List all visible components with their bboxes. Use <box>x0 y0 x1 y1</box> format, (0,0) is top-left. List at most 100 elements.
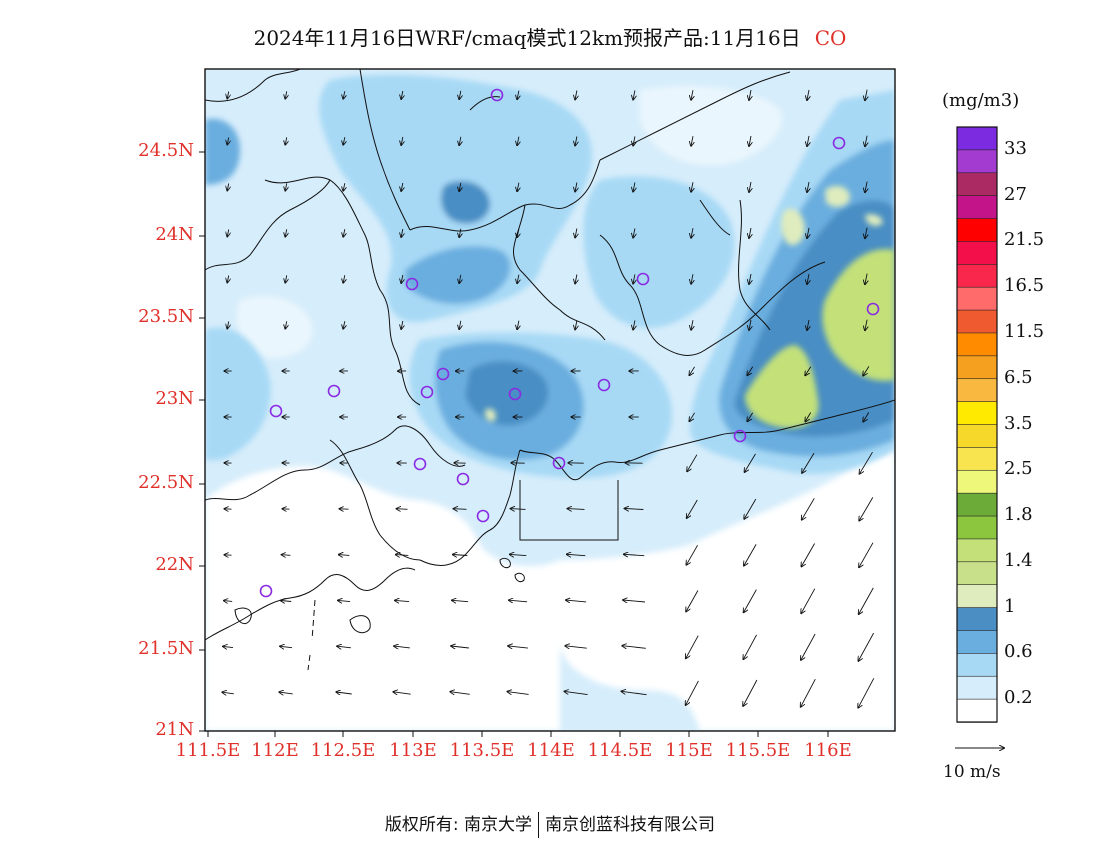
wind-vectors <box>222 89 875 708</box>
wind-arrow <box>285 321 286 328</box>
colorbar-swatch <box>956 355 998 380</box>
boundary-line <box>599 234 826 356</box>
longitude-label: 112E <box>251 740 299 761</box>
wind-arrow <box>517 182 519 192</box>
colorbar-swatch <box>956 195 998 220</box>
longitude-label: 114E <box>527 740 575 761</box>
colorbar-swatch <box>956 241 998 265</box>
wind-arrow <box>401 136 403 145</box>
wind-arrow <box>859 587 874 614</box>
station-marker <box>866 302 880 316</box>
wind-arrow <box>401 182 403 191</box>
wind-arrow <box>807 319 809 330</box>
wind-arrow <box>575 136 577 146</box>
boundary-line <box>205 69 301 102</box>
colorbar-swatch <box>956 492 998 517</box>
wind-arrow <box>859 542 874 568</box>
wind-arrow <box>686 635 699 659</box>
latitude-label: 24N <box>155 224 194 245</box>
wind-arrow <box>749 181 751 192</box>
wind-arrow <box>633 182 635 191</box>
colorbar-swatch <box>956 675 998 700</box>
boundary-line <box>205 179 331 271</box>
wind-arrow <box>865 319 867 331</box>
longitude-label: 113.5E <box>449 740 515 761</box>
wind-arrow <box>805 366 812 376</box>
wind-arrow <box>743 634 757 659</box>
wind-arrow <box>689 366 695 375</box>
wind-arrow <box>691 90 693 100</box>
wind-arrow <box>339 555 350 556</box>
latitude-label: 23.5N <box>138 306 194 327</box>
wind-arrow <box>396 555 409 556</box>
wind-arrow <box>575 320 577 330</box>
wind-arrow <box>749 227 751 238</box>
colorbar-swatch <box>956 378 998 403</box>
wind-arrow <box>622 646 646 649</box>
wind-arrow <box>224 601 233 602</box>
boundary-line <box>469 96 501 111</box>
boundary-line <box>359 69 411 231</box>
colorbar-tick-label: 1.4 <box>1004 549 1033 571</box>
monitoring-stations <box>259 88 880 598</box>
wind-arrow <box>865 135 867 147</box>
station-marker <box>436 367 450 381</box>
wind-arrow <box>749 319 751 330</box>
footer-separator <box>538 812 540 838</box>
boundary-line <box>419 449 521 566</box>
island-outline <box>234 607 252 625</box>
colorbar <box>956 126 998 723</box>
longitude-label: 114.5E <box>587 740 653 761</box>
wind-arrow <box>401 90 403 99</box>
station-marker <box>552 456 566 470</box>
colorbar-swatch <box>956 218 998 243</box>
wind-arrow <box>747 412 754 422</box>
low-concentration-areas <box>205 86 895 731</box>
colorbar-tick-label: 16.5 <box>1004 275 1045 297</box>
longitude-label: 113E <box>389 740 437 761</box>
wind-arrow <box>805 412 812 422</box>
wind-arrow <box>397 509 408 510</box>
station-marker <box>490 88 504 102</box>
wind-arrow <box>744 544 757 565</box>
wind-arrow <box>343 321 345 329</box>
longitude-label: 115.5E <box>725 740 791 761</box>
wind-arrow <box>865 181 867 193</box>
wind-arrow <box>459 136 461 145</box>
wind-arrow <box>801 633 816 660</box>
wind-arrow <box>285 275 286 282</box>
longitude-label: 111.5E <box>175 740 241 761</box>
wind-arrow <box>807 181 809 192</box>
colorbar-swatch <box>956 447 998 471</box>
wind-arrow <box>459 320 461 329</box>
station-marker <box>413 457 427 471</box>
wind-arrow <box>744 589 757 613</box>
station-marker <box>832 136 846 150</box>
wind-arrow <box>282 555 291 556</box>
station-marker <box>733 429 747 443</box>
wind-arrow <box>222 692 234 694</box>
wind-arrow <box>459 90 461 99</box>
wind-arrow <box>517 136 519 146</box>
wind-arrow <box>343 91 345 99</box>
latitude-label: 21.5N <box>138 638 194 659</box>
map-plot-area <box>205 69 895 731</box>
wind-arrow <box>343 229 345 237</box>
wind-arrow <box>511 509 526 510</box>
wind-arrow <box>859 497 874 520</box>
colorbar-swatch <box>956 401 998 426</box>
wind-arrow <box>568 509 585 510</box>
wind-arrow <box>807 135 809 146</box>
boundary-line <box>738 199 771 331</box>
colorbar-swatch <box>956 126 998 151</box>
wind-reference-label: 10 m/s <box>943 762 1001 782</box>
wind-arrow <box>401 320 403 329</box>
wind-arrow <box>343 137 345 145</box>
wind-arrow <box>227 91 228 99</box>
wind-arrow <box>633 90 635 99</box>
station-marker <box>508 387 522 401</box>
colorbar-swatch <box>956 286 998 311</box>
colorbar-swatch <box>956 538 998 563</box>
wind-arrow <box>279 692 293 694</box>
